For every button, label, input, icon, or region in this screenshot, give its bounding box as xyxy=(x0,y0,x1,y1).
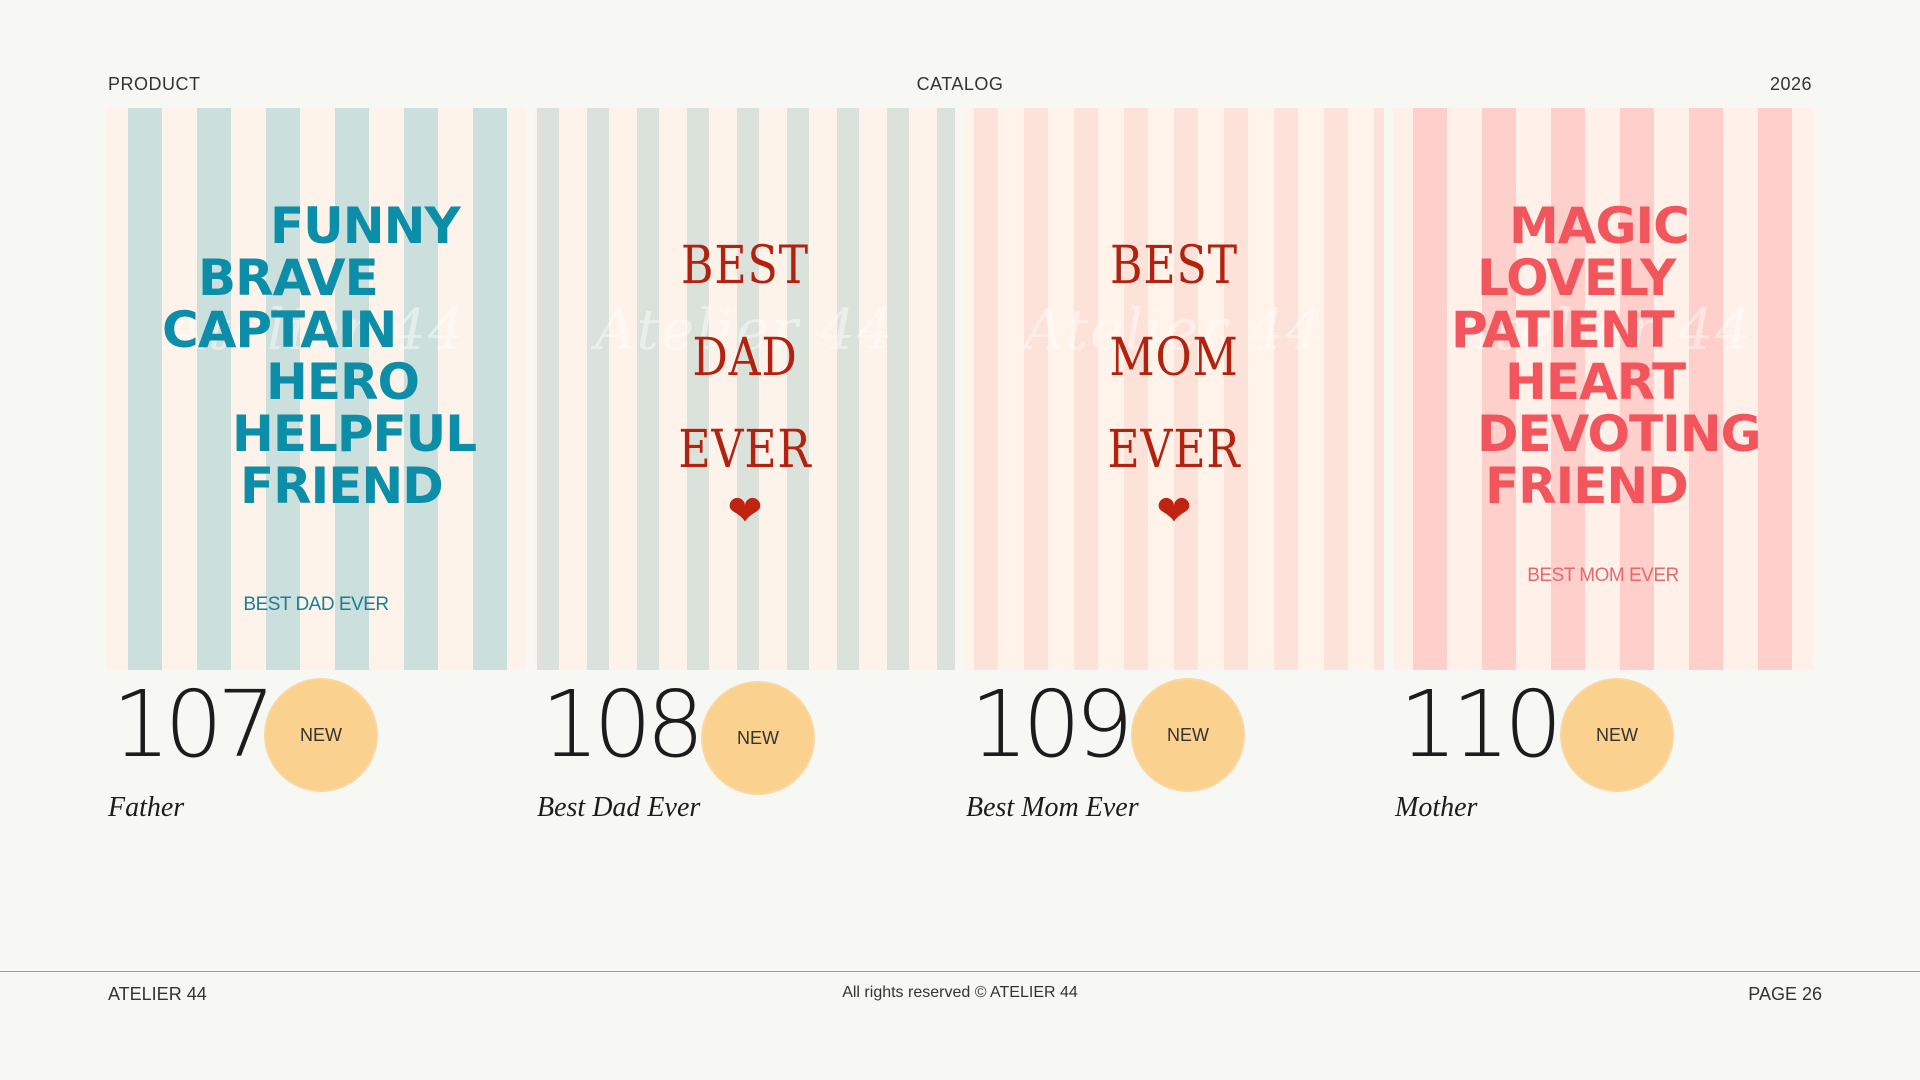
word: CAPTAIN xyxy=(162,301,397,359)
product-image-109: Atelier 44 BEST MOM EVER ❤ xyxy=(964,108,1384,670)
word: PATIENT xyxy=(1451,301,1675,359)
word-stack: BEST MOM EVER xyxy=(964,220,1384,496)
product-image-110: Atelier 44 MAGIC LOVELY PATIENT HEART DE… xyxy=(1393,108,1813,670)
new-badge: NEW xyxy=(1133,680,1243,790)
word: HEART xyxy=(1505,353,1686,411)
new-badge: NEW xyxy=(1562,680,1672,790)
word: BEST xyxy=(681,236,809,296)
product-tagline: BEST DAD EVER xyxy=(243,594,389,615)
word-stack: FUNNY BRAVE CAPTAIN HERO HELPFUL FRIEND xyxy=(106,200,526,512)
word: HELPFUL xyxy=(232,405,477,463)
product-number: 108 xyxy=(541,671,705,778)
product-image-107: Atelier 44 FUNNY BRAVE CAPTAIN HERO HELP… xyxy=(106,108,526,670)
word: FRIEND xyxy=(240,457,444,515)
word: FRIEND xyxy=(1485,457,1689,515)
product-name: Mother xyxy=(1395,792,1478,823)
footer-brand: ATELIER 44 xyxy=(108,984,207,1004)
product-image-108: Atelier 44 BEST DAD EVER ❤ xyxy=(535,108,955,670)
word-stack: BEST DAD EVER xyxy=(535,220,955,496)
header-product: PRODUCT xyxy=(108,74,201,94)
page-number: PAGE 26 xyxy=(1748,984,1822,1004)
header-year: 2026 xyxy=(1769,74,1812,94)
new-badge: NEW xyxy=(703,683,813,793)
product-number: 109 xyxy=(970,671,1134,778)
word: DEVOTING xyxy=(1477,405,1762,463)
product-name: Best Mom Ever xyxy=(966,792,1139,823)
footer-copyright: All rights reserved © ATELIER 44 xyxy=(842,984,1078,1001)
product-name: Father xyxy=(108,792,185,823)
word: EVER xyxy=(1107,420,1241,480)
word: LOVELY xyxy=(1477,249,1676,307)
word: HERO xyxy=(266,353,420,411)
heart-icon: ❤ xyxy=(727,487,763,534)
product-name: Best Dad Ever xyxy=(537,792,701,823)
word: MAGIC xyxy=(1509,197,1690,255)
word: FUNNY xyxy=(270,197,461,255)
product-tagline: BEST MOM EVER xyxy=(1527,565,1679,586)
word: BRAVE xyxy=(198,249,379,307)
new-badge: NEW xyxy=(266,680,376,790)
heart-icon: ❤ xyxy=(1156,487,1192,534)
footer-divider xyxy=(0,971,1920,972)
word: EVER xyxy=(678,420,812,480)
word: MOM xyxy=(1109,328,1239,388)
product-number: 107 xyxy=(112,671,276,778)
header-catalog: CATALOG xyxy=(916,74,1004,94)
word: BEST xyxy=(1110,236,1238,296)
word-stack: MAGIC LOVELY PATIENT HEART DEVOTING FRIE… xyxy=(1393,200,1813,512)
word: DAD xyxy=(692,328,798,388)
product-number: 110 xyxy=(1399,671,1563,778)
